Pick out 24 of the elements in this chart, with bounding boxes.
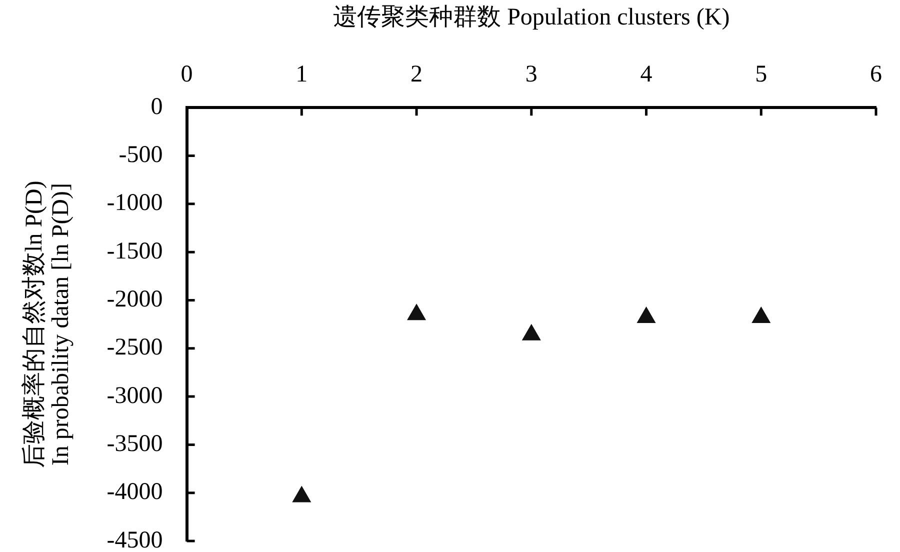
x-tick-label: 4	[640, 61, 652, 88]
y-tick-label: -500	[118, 142, 163, 168]
y-tick-label: -4500	[106, 527, 163, 552]
y-tick-label: -1500	[106, 238, 163, 264]
y-tick-label: 0	[150, 94, 163, 120]
point	[752, 307, 770, 324]
y-axis-title: 后验概率的自然对数ln P(D) In probability datan [ln P(D)]	[20, 180, 74, 468]
x-tick-label: 1	[296, 61, 308, 88]
x-tick-label: 2	[410, 61, 423, 88]
point	[407, 304, 426, 320]
y-tick-label: -4000	[106, 479, 163, 506]
x-tick-label: 5	[755, 61, 768, 88]
y-tick-label: -3000	[106, 382, 163, 409]
point	[292, 486, 311, 502]
point	[637, 307, 656, 324]
point	[522, 324, 541, 340]
x-tick-label: 3	[525, 61, 538, 88]
y-tick-label: -2000	[106, 286, 163, 313]
x-tick-label: 6	[870, 61, 882, 88]
x-axis-title: 遗传聚类种群数 Population clusters (K)	[333, 4, 730, 31]
y-tick-label: -2500	[106, 334, 163, 361]
y-tick-label: -3500	[106, 430, 163, 457]
x-tick-label: 0	[180, 61, 193, 88]
y-tick-label: -1000	[106, 190, 163, 216]
